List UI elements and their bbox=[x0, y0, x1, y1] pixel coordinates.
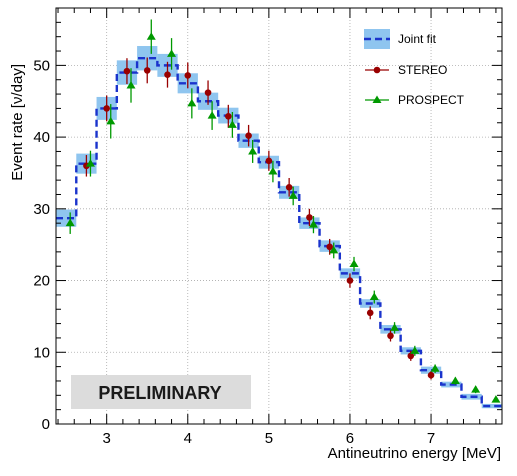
stereo-point bbox=[306, 214, 313, 221]
prospect-point bbox=[65, 218, 75, 227]
stereo-point bbox=[103, 105, 110, 112]
stereo-point bbox=[245, 132, 252, 139]
x-axis-title: Antineutrino energy [MeV] bbox=[328, 445, 501, 462]
stereo-point bbox=[427, 371, 435, 379]
prospect-point bbox=[146, 32, 156, 40]
stereo-point bbox=[225, 113, 232, 120]
prospect-point bbox=[349, 259, 359, 268]
prospect-point bbox=[268, 167, 278, 175]
preliminary-box bbox=[71, 375, 251, 409]
y-tick-label-10: 10 bbox=[33, 344, 50, 361]
prospect-point bbox=[430, 364, 440, 372]
prospect-point bbox=[227, 120, 237, 128]
prospect-point bbox=[288, 191, 298, 199]
legend-joint-fit-label: Joint fit bbox=[398, 32, 437, 46]
joint-fit-band-bin-18 bbox=[420, 366, 442, 374]
prospect-point bbox=[167, 49, 177, 57]
x-tick-label-4: 4 bbox=[184, 430, 192, 447]
prospect-point bbox=[369, 292, 379, 301]
prospect-point bbox=[329, 245, 339, 254]
stereo-point bbox=[346, 277, 354, 284]
prospect-point bbox=[85, 159, 95, 167]
prospect-point bbox=[248, 146, 258, 155]
prospect-point bbox=[126, 80, 136, 89]
prospect-data-points bbox=[65, 19, 501, 403]
y-tick-label-50: 50 bbox=[33, 57, 50, 74]
x-tick-label-7: 7 bbox=[427, 430, 435, 447]
y-tick-label-40: 40 bbox=[33, 129, 50, 146]
prospect-point bbox=[106, 116, 116, 125]
legend-prospect-label: PROSPECT bbox=[398, 93, 465, 107]
joint-fit-band-bin-21 bbox=[481, 403, 502, 409]
stereo-point bbox=[407, 352, 415, 360]
stereo-point bbox=[204, 89, 212, 96]
preliminary-label: PRELIMINARY bbox=[98, 383, 221, 403]
prospect-point bbox=[390, 323, 400, 331]
prospect-point bbox=[471, 385, 481, 393]
stereo-point bbox=[143, 67, 151, 74]
x-tick-label-3: 3 bbox=[103, 430, 111, 447]
stereo-point bbox=[366, 309, 374, 317]
stereo-point bbox=[265, 157, 273, 165]
y-axis-title: Event rate [ν/day] bbox=[9, 64, 26, 181]
prospect-point bbox=[410, 346, 420, 354]
prospect-point bbox=[207, 111, 217, 119]
y-tick-label-30: 30 bbox=[33, 201, 50, 218]
stereo-point bbox=[387, 332, 394, 340]
prospect-point bbox=[450, 376, 460, 384]
y-tick-label-0: 0 bbox=[42, 416, 50, 433]
plot-frame bbox=[55, 7, 503, 425]
prospect-point bbox=[491, 395, 501, 403]
legend-prospect-marker bbox=[372, 95, 382, 103]
x-tick-label-6: 6 bbox=[346, 430, 354, 447]
stereo-point bbox=[184, 72, 192, 79]
gridlines bbox=[56, 8, 502, 424]
legend-stereo-label: STEREO bbox=[398, 63, 447, 77]
stereo-point bbox=[164, 71, 171, 79]
prospect-point bbox=[187, 98, 197, 107]
axis-ticks: 3 4 5 6 7 0 10 20 30 40 50 bbox=[33, 7, 502, 447]
stereo-point bbox=[326, 243, 333, 251]
prospect-point bbox=[308, 220, 318, 228]
y-tick-label-20: 20 bbox=[33, 273, 50, 290]
legend: Joint fit STEREO PROSPECT bbox=[364, 29, 465, 107]
legend-stereo-marker bbox=[373, 66, 381, 74]
stereo-point bbox=[285, 184, 293, 191]
x-tick-label-5: 5 bbox=[265, 430, 273, 447]
stereo-point bbox=[123, 67, 131, 75]
preliminary-annotation: PRELIMINARY bbox=[71, 375, 251, 409]
stereo-data-points bbox=[83, 57, 435, 380]
